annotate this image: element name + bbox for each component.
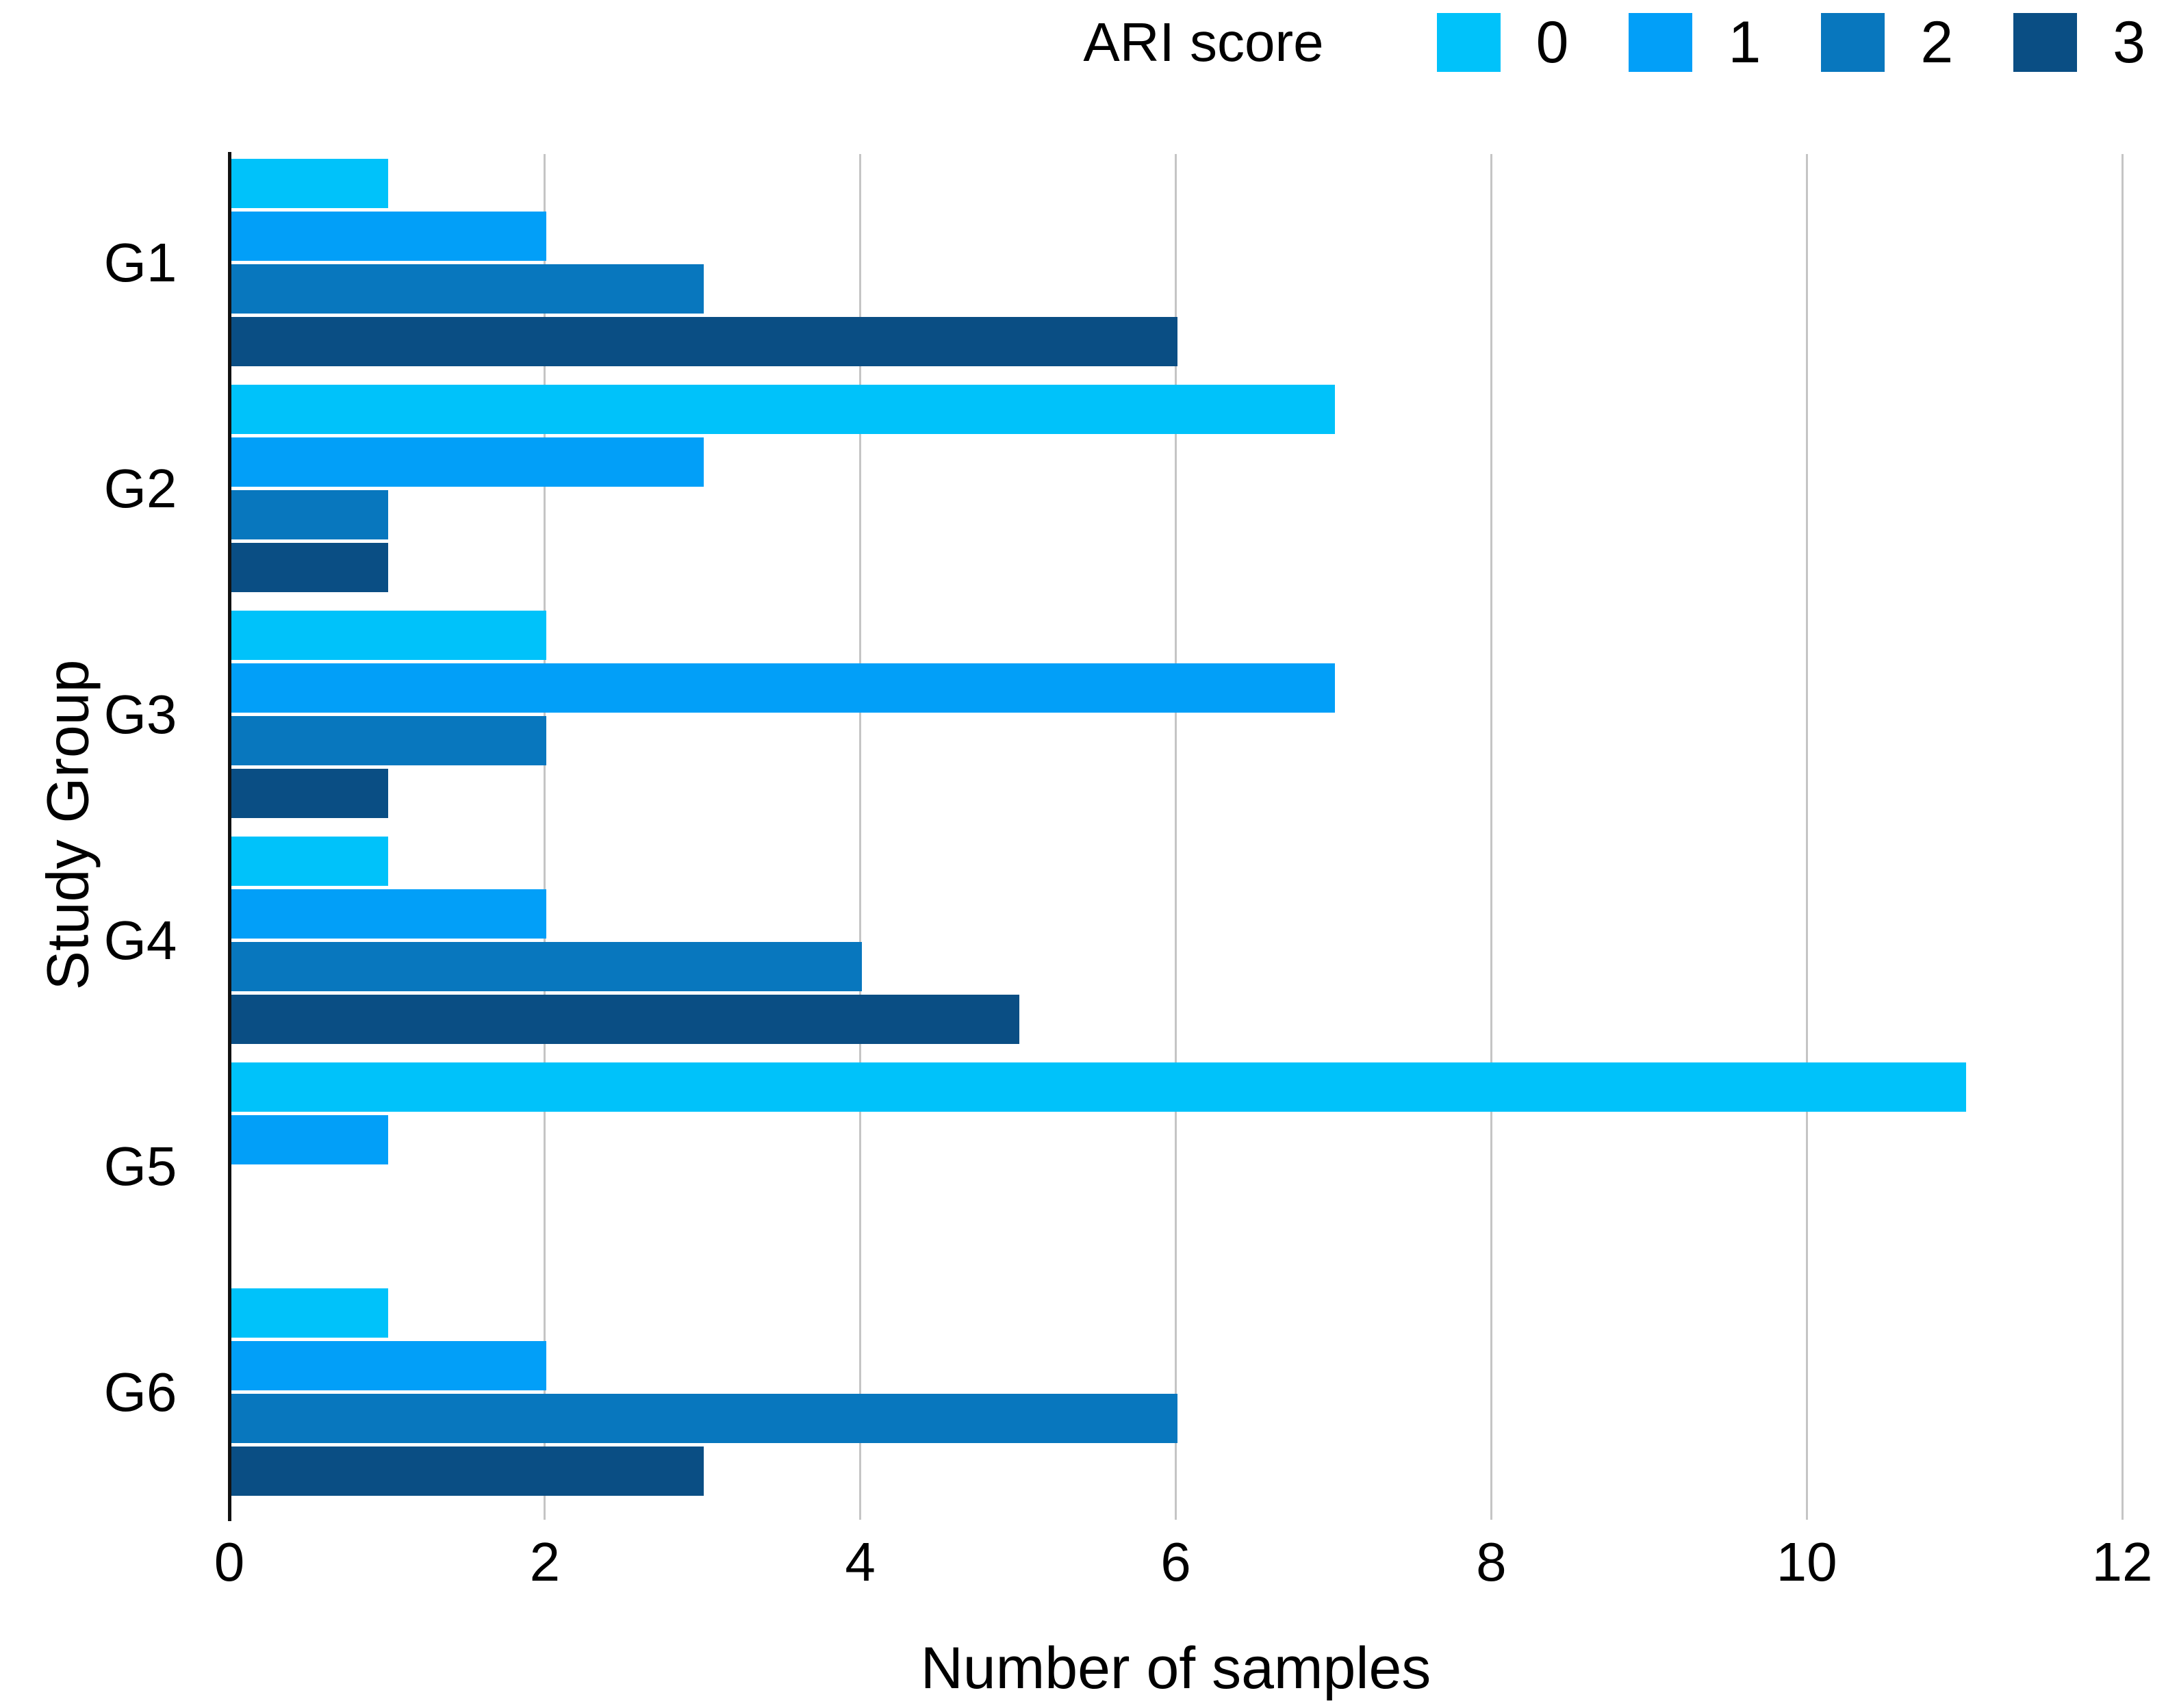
bar-G6-score-1 <box>231 1341 546 1390</box>
bar-G1-score-0 <box>231 159 388 208</box>
bar-G3-score-2 <box>231 716 546 765</box>
y-category-label-G3: G3 <box>103 684 177 745</box>
y-category-label-G2: G2 <box>103 458 177 519</box>
bar-G3-score-1 <box>231 663 1335 713</box>
x-tick-label-8: 8 <box>1476 1531 1507 1592</box>
legend-entry-label: 2 <box>1920 10 1954 75</box>
bar-G2-score-1 <box>231 437 704 487</box>
bar-G3-score-0 <box>231 611 546 660</box>
x-tick-label-0: 0 <box>214 1531 245 1592</box>
y-category-label-G4: G4 <box>103 910 177 971</box>
legend: ARI score 0 1 2 3 <box>1083 11 2145 74</box>
bar-G5-score-0 <box>231 1062 1966 1112</box>
bar-G6-score-2 <box>231 1394 1177 1443</box>
bar-G3-score-3 <box>231 769 388 818</box>
bar-G6-score-3 <box>231 1446 704 1496</box>
gridline-x-2 <box>544 154 546 1520</box>
y-category-label-G5: G5 <box>103 1136 177 1197</box>
legend-swatch-icon <box>1629 13 1693 72</box>
bar-G2-score-2 <box>231 490 388 539</box>
x-tick-label-12: 12 <box>2091 1531 2153 1592</box>
y-axis-title: Study Group <box>35 659 101 991</box>
y-category-label-G6: G6 <box>103 1362 177 1423</box>
legend-swatch-icon <box>1436 13 1501 72</box>
legend-entry-label: 1 <box>1728 10 1761 75</box>
bar-G4-score-0 <box>231 837 388 886</box>
bar-G1-score-2 <box>231 264 704 314</box>
legend-entry-3: 3 <box>2013 13 2145 72</box>
bar-G5-score-1 <box>231 1115 388 1164</box>
legend-swatch-icon <box>1821 13 1885 72</box>
bar-G6-score-0 <box>231 1288 388 1338</box>
x-tick-label-10: 10 <box>1776 1531 1837 1592</box>
gridline-x-8 <box>1490 154 1492 1520</box>
gridline-x-12 <box>2121 154 2124 1520</box>
bar-G1-score-1 <box>231 212 546 261</box>
x-tick-label-2: 2 <box>529 1531 561 1592</box>
gridline-x-6 <box>1175 154 1177 1520</box>
gridline-x-4 <box>859 154 862 1520</box>
bar-G1-score-3 <box>231 317 1177 366</box>
x-tick-label-6: 6 <box>1160 1531 1191 1592</box>
bar-G2-score-0 <box>231 385 1335 434</box>
y-axis-line <box>228 152 231 1521</box>
y-category-label-G1: G1 <box>103 232 177 293</box>
bar-G4-score-2 <box>231 942 862 991</box>
x-axis-title: Number of samples <box>920 1635 1431 1701</box>
x-tick-label-4: 4 <box>845 1531 876 1592</box>
bar-G4-score-3 <box>231 995 1019 1044</box>
legend-swatch-icon <box>2013 13 2078 72</box>
legend-entry-2: 2 <box>1821 13 1953 72</box>
legend-entry-1: 1 <box>1629 13 1761 72</box>
bar-G2-score-3 <box>231 543 388 592</box>
legend-entry-label: 0 <box>1536 10 1569 75</box>
legend-title: ARI score <box>1083 12 1324 73</box>
legend-entry-0: 0 <box>1436 10 1569 75</box>
bar-G4-score-1 <box>231 889 546 939</box>
gridline-x-10 <box>1805 154 1808 1520</box>
legend-entry-label: 3 <box>2113 10 2145 75</box>
